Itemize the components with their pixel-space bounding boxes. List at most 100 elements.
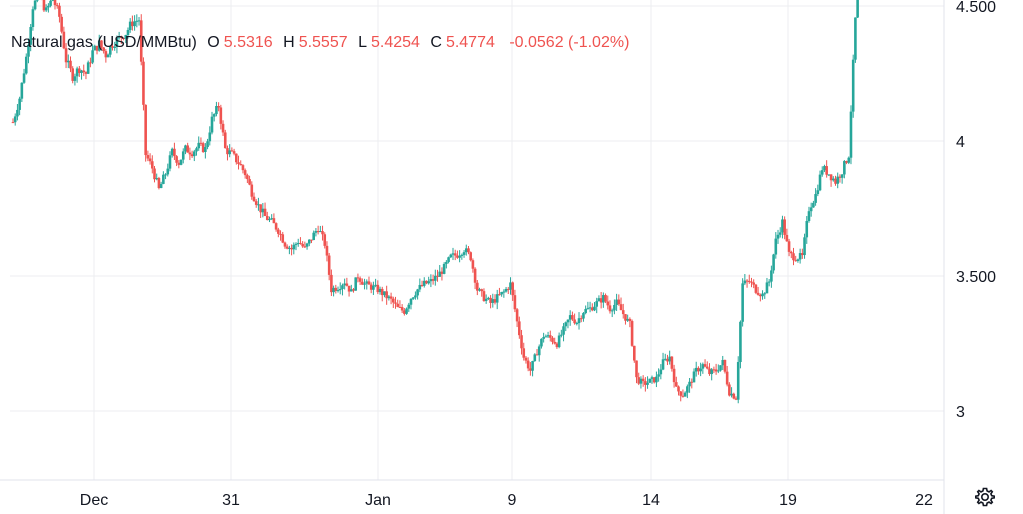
candle-body — [336, 290, 340, 292]
candle-body — [332, 287, 335, 293]
candle-body — [179, 159, 183, 165]
candle-body — [732, 393, 736, 399]
candle-body — [170, 148, 174, 156]
candle-body — [599, 298, 603, 303]
candle-body — [265, 215, 269, 221]
candle-body — [557, 335, 561, 348]
candle-body — [365, 281, 369, 284]
candle-body — [305, 243, 309, 247]
candle-body — [478, 289, 481, 291]
candle-body — [469, 252, 472, 261]
candle-body — [29, 26, 32, 45]
candle-body — [449, 254, 453, 258]
candle-body — [546, 335, 550, 337]
candle-body — [668, 356, 671, 362]
candle-body — [586, 308, 590, 310]
candle-body — [602, 295, 605, 303]
candle-body — [639, 378, 643, 384]
candle-body — [405, 308, 408, 314]
candle-body — [843, 161, 846, 175]
candle-body — [44, 7, 48, 11]
candles — [11, 0, 859, 404]
candle-body — [761, 293, 764, 297]
candle-body — [838, 176, 842, 178]
candle-body — [712, 369, 716, 371]
candle-body — [610, 310, 614, 312]
candle-body — [358, 278, 362, 282]
candle-body — [51, 0, 55, 1]
candle-body — [193, 151, 196, 157]
candle-body — [261, 208, 265, 213]
candle-body — [71, 68, 74, 81]
candle-body — [692, 371, 696, 383]
candle-body — [69, 60, 72, 69]
candle-body — [223, 132, 227, 149]
candle-body — [482, 291, 486, 302]
candle-body — [728, 384, 731, 396]
candle-body — [150, 161, 154, 169]
legend-close-value: 5.4774 — [445, 34, 495, 51]
candle-body — [513, 295, 517, 310]
x-tick-label: 22 — [915, 492, 933, 509]
candle-body — [237, 162, 240, 164]
candle-body — [199, 142, 203, 144]
candle-body — [825, 166, 828, 175]
candle-body — [619, 304, 623, 311]
candle-body — [73, 76, 77, 81]
candle-body — [279, 233, 282, 235]
candle-body — [756, 292, 760, 295]
candle-body — [699, 368, 702, 372]
candle-body — [796, 259, 800, 261]
gear-icon[interactable] — [974, 486, 996, 508]
legend-high-label: H — [283, 34, 295, 51]
candle-body — [520, 335, 523, 349]
candle-body — [219, 107, 223, 124]
candle-body — [604, 295, 607, 302]
candle-body — [831, 178, 835, 181]
candle-body — [721, 359, 725, 366]
candle-body — [82, 70, 86, 73]
grid-lines — [10, 0, 944, 480]
candle-body — [186, 145, 189, 153]
candle-body — [188, 152, 192, 155]
x-tick-label: Jan — [365, 492, 391, 509]
candle-body — [307, 239, 311, 244]
candle-body — [126, 30, 130, 35]
candle-body — [560, 334, 563, 336]
candle-body — [162, 174, 165, 184]
candle-body — [666, 358, 669, 362]
candle-body — [681, 395, 685, 397]
candle-body — [624, 314, 627, 321]
candle-body — [146, 155, 150, 159]
candle-body — [55, 5, 59, 7]
candle-body — [312, 232, 316, 241]
candle-body — [646, 382, 649, 385]
candle-body — [341, 285, 344, 289]
candle-body — [429, 279, 433, 282]
candle-body — [683, 392, 687, 397]
legend-low-label: L — [358, 34, 367, 51]
candle-body — [49, 0, 52, 6]
candle-body — [411, 297, 415, 299]
candle-body — [422, 280, 426, 286]
candle-body — [383, 291, 386, 296]
candle-body — [644, 381, 647, 385]
candle-body — [212, 114, 216, 117]
candle-body — [396, 303, 400, 307]
candle-body — [564, 322, 568, 327]
candle-body — [730, 393, 733, 396]
candle-body — [427, 281, 430, 284]
candle-body — [741, 283, 744, 322]
candle-body — [798, 253, 802, 260]
candle-body — [108, 46, 112, 55]
candle-body — [181, 151, 185, 160]
candle-body — [568, 315, 572, 320]
candle-body — [120, 36, 123, 39]
candle-body — [531, 361, 534, 371]
candle-body — [380, 288, 384, 296]
candle-body — [480, 289, 484, 292]
candle-body — [663, 358, 667, 360]
candle-body — [489, 297, 492, 303]
candle-body — [290, 247, 293, 250]
candle-body — [803, 237, 806, 256]
